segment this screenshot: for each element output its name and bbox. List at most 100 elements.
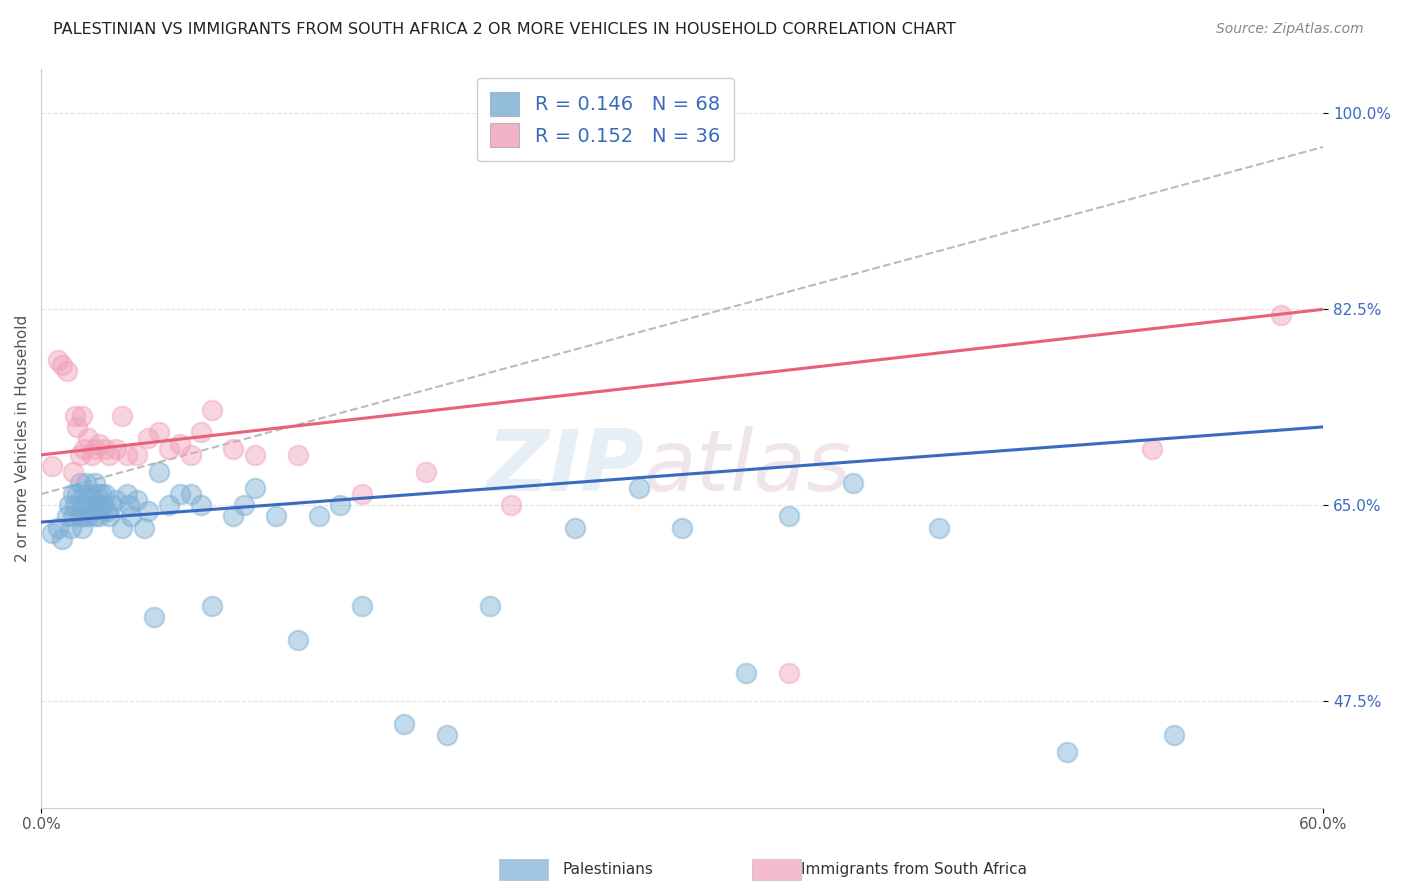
Point (478, 599, 501, 613)
Point (842, 475, 865, 490)
Point (148, 465, 170, 479)
Point (62, 487, 84, 501)
Point (82, 448, 104, 462)
Point (77, 431, 100, 445)
Point (60, 521, 83, 535)
Point (132, 521, 155, 535)
Point (73, 509, 96, 524)
Point (243, 482, 266, 496)
Point (62, 509, 84, 524)
Text: atlas: atlas (644, 426, 852, 509)
Point (58, 498, 80, 512)
Point (41, 526, 63, 541)
Point (86, 487, 108, 501)
Text: Palestinians: Palestinians (562, 863, 654, 877)
Point (91, 498, 114, 512)
Point (264, 509, 287, 524)
Point (100, 498, 122, 512)
Point (350, 599, 373, 613)
Point (87, 436, 110, 450)
Point (77, 509, 100, 524)
Point (201, 599, 224, 613)
Point (46, 352, 69, 367)
Point (87, 509, 110, 524)
Point (394, 716, 416, 731)
Point (51, 359, 73, 373)
Point (157, 498, 180, 512)
Point (66, 420, 89, 434)
Point (94, 487, 117, 501)
Text: PALESTINIAN VS IMMIGRANTS FROM SOUTH AFRICA 2 OR MORE VEHICLES IN HOUSEHOLD CORR: PALESTINIAN VS IMMIGRANTS FROM SOUTH AFR… (53, 22, 956, 37)
Point (778, 509, 800, 524)
Point (157, 442, 180, 457)
Point (136, 504, 159, 518)
Point (120, 509, 142, 524)
Point (308, 509, 330, 524)
Point (501, 498, 523, 512)
Point (98, 509, 121, 524)
Point (143, 610, 166, 624)
Point (70, 409, 93, 423)
Y-axis label: 2 or more Vehicles in Household: 2 or more Vehicles in Household (15, 315, 30, 562)
Point (69, 475, 91, 490)
Text: Immigrants from South Africa: Immigrants from South Africa (801, 863, 1028, 877)
Point (69, 448, 91, 462)
Point (94, 442, 117, 457)
Point (111, 521, 134, 535)
Point (735, 666, 758, 681)
Point (415, 465, 437, 479)
Point (82, 498, 104, 512)
Text: Source: ZipAtlas.com: Source: ZipAtlas.com (1216, 22, 1364, 37)
Point (65, 498, 87, 512)
Point (287, 632, 309, 647)
Point (111, 409, 134, 423)
Point (55, 509, 77, 524)
Point (51, 532, 73, 546)
Point (1142, 442, 1164, 457)
Point (180, 487, 202, 501)
Point (222, 509, 245, 524)
Point (928, 521, 950, 535)
Point (62, 465, 84, 479)
Point (90, 487, 112, 501)
Point (104, 492, 127, 507)
Point (1270, 308, 1292, 322)
Point (671, 521, 693, 535)
Point (115, 448, 138, 462)
Point (98, 448, 121, 462)
Point (243, 448, 266, 462)
Point (70, 521, 93, 535)
Point (201, 403, 224, 417)
Point (233, 498, 256, 512)
Point (104, 442, 127, 457)
Point (41, 459, 63, 474)
Point (83, 509, 105, 524)
Point (127, 492, 149, 507)
Point (70, 498, 93, 512)
Point (136, 431, 159, 445)
Point (169, 487, 191, 501)
Point (222, 442, 245, 457)
Point (65, 409, 87, 423)
Point (73, 487, 96, 501)
Point (115, 487, 138, 501)
Point (55, 364, 77, 378)
Point (118, 498, 141, 512)
Point (86, 498, 108, 512)
Point (90, 498, 112, 512)
Point (628, 482, 651, 496)
Point (329, 498, 352, 512)
Point (169, 436, 191, 450)
Point (75, 498, 97, 512)
Text: ZIP: ZIP (486, 426, 644, 509)
Point (66, 487, 89, 501)
Point (180, 448, 202, 462)
Legend: R = 0.146   N = 68, R = 0.152   N = 36: R = 0.146 N = 68, R = 0.152 N = 36 (477, 78, 734, 161)
Point (1056, 745, 1078, 759)
Point (79, 487, 101, 501)
Point (564, 521, 586, 535)
Point (287, 448, 309, 462)
Point (96, 504, 118, 518)
Point (69, 509, 91, 524)
Point (75, 475, 97, 490)
